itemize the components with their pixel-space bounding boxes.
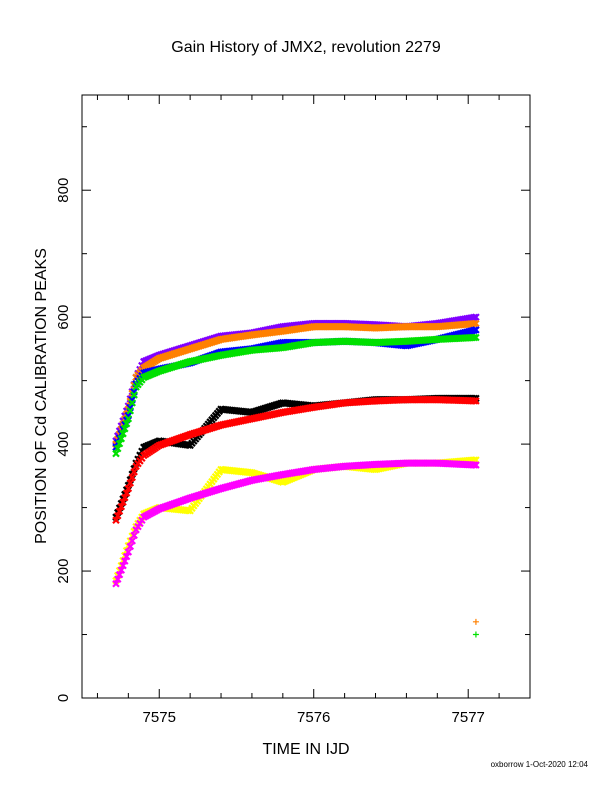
- data-point: [470, 333, 478, 342]
- y-tick-label: 600: [55, 305, 72, 330]
- data-point: [112, 449, 120, 458]
- data-point: [124, 548, 133, 556]
- x-tick-label: 7577: [452, 709, 485, 726]
- y-tick-label: 800: [55, 178, 72, 203]
- y-axis: 0 200 400 600 800: [55, 126, 530, 702]
- data-point: [470, 461, 478, 469]
- data-point: [113, 575, 122, 583]
- data-point: [472, 631, 479, 638]
- y-axis-label: POSITION OF Cd CALIBRATION PEAKS: [33, 248, 50, 544]
- data-point: [124, 484, 133, 493]
- y-tick-label: 200: [55, 559, 72, 584]
- data-point: [128, 537, 136, 545]
- data-point: [470, 319, 478, 328]
- data-point: [472, 313, 480, 321]
- data-point: [115, 507, 124, 515]
- y-tick-label: 0: [55, 694, 72, 702]
- y-tick-label: 400: [55, 432, 72, 457]
- data-point: [119, 429, 127, 438]
- data-point: [122, 489, 131, 497]
- data-point: [115, 439, 124, 448]
- x-tick-label: 7576: [297, 709, 330, 726]
- chart-title: Gain History of JMX2, revolution 2279: [171, 39, 441, 56]
- x-tick-label: 7575: [143, 709, 176, 726]
- data-point: [121, 424, 129, 433]
- timestamp-footer: oxborrow 1-Oct-2020 12:04: [491, 760, 589, 769]
- data-point: [119, 561, 127, 570]
- data-point: [121, 557, 129, 565]
- series-3: [112, 333, 480, 458]
- series-7: [112, 459, 480, 588]
- data-point: [121, 493, 129, 502]
- data-point: [472, 461, 480, 469]
- data-point: [472, 319, 480, 328]
- data-point: [130, 468, 138, 476]
- data-point: [472, 326, 480, 334]
- data-point: [117, 566, 126, 574]
- data-point: [122, 419, 131, 428]
- data-point: [117, 434, 126, 443]
- data-point: [128, 473, 136, 482]
- data-point: [124, 414, 133, 423]
- data-point: [117, 502, 126, 511]
- data-point: [113, 511, 122, 520]
- data-point: [470, 397, 478, 405]
- data-point: [130, 391, 138, 399]
- series-8: [472, 618, 479, 625]
- data-point: [472, 618, 479, 625]
- data-marks: [112, 313, 480, 638]
- data-point: [130, 531, 138, 540]
- data-point: [122, 552, 131, 561]
- plot-frame: [81, 94, 531, 699]
- data-point: [472, 397, 480, 405]
- data-point: [126, 542, 135, 551]
- x-axis: 7575 7576 7577: [96, 95, 500, 726]
- data-point: [126, 407, 135, 415]
- data-point: [472, 333, 480, 342]
- data-point: [112, 579, 120, 588]
- series-0: [112, 313, 480, 445]
- data-point: [119, 498, 127, 506]
- x-axis-label: TIME IN IJD: [262, 741, 349, 758]
- data-point: [113, 444, 122, 453]
- data-point: [128, 399, 136, 407]
- series-5: [112, 395, 480, 525]
- data-point: [112, 516, 120, 525]
- data-point: [115, 570, 124, 579]
- data-point: [126, 479, 135, 487]
- series-9: [472, 631, 479, 638]
